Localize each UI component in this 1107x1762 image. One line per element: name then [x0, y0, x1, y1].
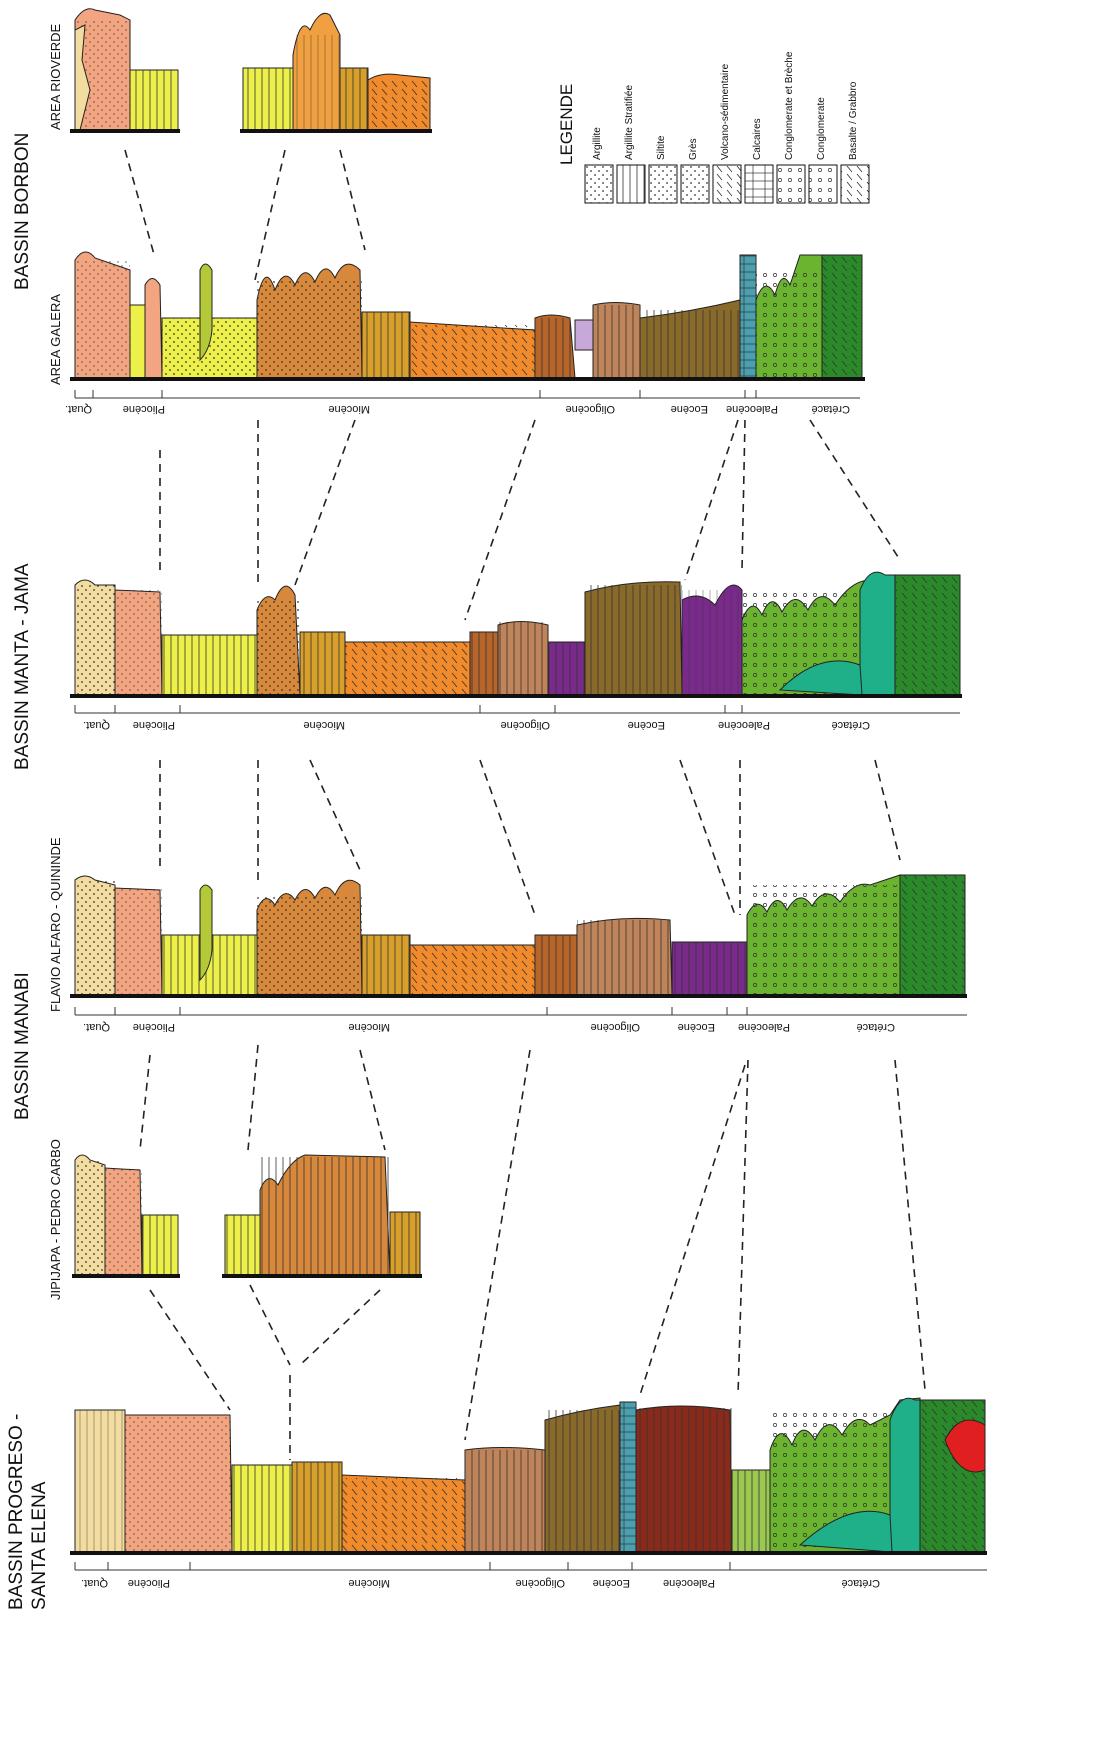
age-label: Pliocène	[133, 1021, 175, 1033]
age-label: Pliocène	[133, 719, 175, 731]
age-labels: Quat. Pliocène Miocène Oligocène Eocène …	[65, 403, 895, 1589]
column-galera	[70, 251, 865, 381]
age-label: Quat.	[65, 403, 92, 415]
legend-labels: LEGENDE Argillite Argillite Stratifiée S…	[557, 51, 859, 165]
age-label: Paleocène	[726, 403, 778, 415]
legend-swatch-siltite	[648, 164, 678, 204]
legend-swatch-volcano	[712, 164, 742, 204]
age-label: Oligocène	[515, 1577, 565, 1589]
legend-swatch-conglo-breche	[776, 164, 806, 204]
age-label: Miocène	[348, 1577, 390, 1589]
legend-item-label: Volcano-sédimentaire	[720, 63, 731, 160]
area-label-jipijapa: JIPIJAPA - PEDRO CARBO	[48, 1139, 63, 1300]
area-label-flavio-alfaro: FLAVIO ALFARO - QUININDE	[48, 837, 63, 1012]
age-label: Oligocène	[500, 719, 550, 731]
age-label: Pliocène	[128, 1577, 170, 1589]
area-label-rioverde: AREA RIOVERDE	[48, 23, 63, 130]
age-label: Miocène	[303, 719, 345, 731]
age-label: Crétacé	[856, 1021, 895, 1033]
legend-swatch-argillite	[584, 164, 614, 204]
legend-title: LEGENDE	[557, 84, 576, 165]
basin-title-progreso: BASSIN PROGRESO -	[6, 1414, 27, 1610]
age-scales	[74, 390, 987, 1571]
age-label: Paleocène	[718, 719, 770, 731]
legend-item-label: Argillite	[592, 127, 603, 160]
legend-item-label: Grès	[688, 138, 699, 160]
basin-labels: BASSIN BORBON BASSIN MANTA - JAMA BASSIN…	[6, 23, 63, 1610]
age-label: Crétacé	[841, 1577, 880, 1589]
column-rioverde-right	[240, 12, 432, 133]
column-progreso-santa-elena	[70, 1397, 987, 1555]
age-label: Oligocène	[590, 1021, 640, 1033]
column-rioverde-left	[70, 8, 180, 133]
age-label: Eocène	[593, 1577, 630, 1589]
legend	[584, 164, 870, 204]
age-label: Quat.	[83, 719, 110, 731]
basin-title-progreso-2: SANTA ELENA	[29, 1481, 50, 1610]
legend-swatch-basalte	[840, 164, 870, 204]
basin-title-manta-jama: BASSIN MANTA - JAMA	[12, 563, 33, 770]
area-label-galera: AREA GALERA	[48, 294, 63, 385]
correlation-lines	[124, 149, 926, 1460]
age-label: Pliocène	[123, 403, 165, 415]
legend-item-label: Basalte / Grabbro	[848, 81, 859, 160]
age-label: Eocène	[671, 403, 708, 415]
legend-item-label: Conglomerate et Brèche	[784, 51, 795, 160]
column-jipijapa-left	[72, 1154, 180, 1278]
age-ticks-progreso	[74, 1562, 731, 1570]
legend-swatch-calcaires	[744, 164, 774, 204]
age-ticks-manabi	[74, 1007, 748, 1015]
age-label: Oligocène	[565, 403, 615, 415]
age-label: Paleocène	[738, 1021, 790, 1033]
legend-item-label: Siltite	[656, 135, 667, 160]
age-label: Quat.	[83, 1021, 110, 1033]
column-jipijapa-right	[222, 1154, 422, 1278]
column-flavio-alfaro	[70, 874, 967, 998]
age-label: Crétacé	[831, 719, 870, 731]
basin-title-borbon: BASSIN BORBON	[12, 133, 33, 290]
legend-swatch-gres	[680, 164, 710, 204]
legend-swatch-conglomerate	[808, 164, 838, 204]
age-label: Miocène	[348, 1021, 390, 1033]
legend-item-label: Argillite Stratifiée	[624, 85, 635, 160]
legend-item-label: Conglomerate	[816, 97, 827, 160]
legend-swatch-argillite-stratifiee	[616, 164, 646, 204]
age-label: Quat.	[81, 1577, 108, 1589]
age-label: Eocène	[628, 719, 665, 731]
age-label: Paleocène	[663, 1577, 715, 1589]
age-ticks-borbon	[74, 390, 757, 398]
age-label: Crétacé	[811, 403, 850, 415]
age-label: Miocène	[328, 403, 370, 415]
legend-item-label: Calcaires	[752, 118, 763, 160]
age-label: Eocène	[678, 1021, 715, 1033]
age-ticks-manta	[74, 705, 743, 713]
basin-title-manabi: BASSIN MANABI	[12, 972, 33, 1120]
column-manta-jama	[70, 571, 962, 698]
